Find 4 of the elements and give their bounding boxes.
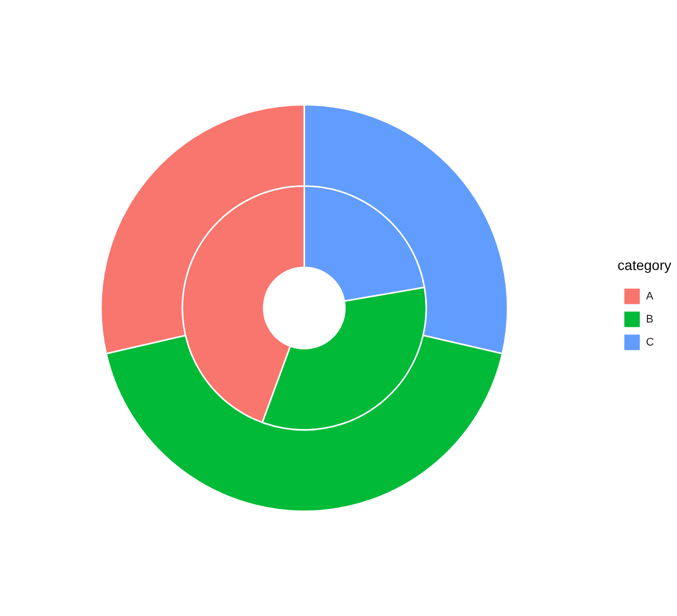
legend-title: category — [618, 256, 672, 273]
legend-label: C — [646, 336, 654, 348]
legend-label: A — [646, 290, 654, 302]
legend-label: B — [646, 313, 654, 326]
